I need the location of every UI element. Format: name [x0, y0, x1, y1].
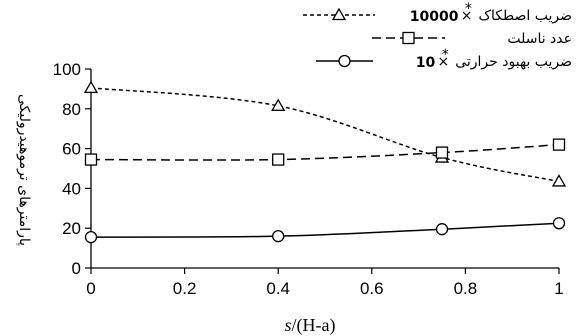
- x-axis-label-rest: /(H-a): [292, 315, 336, 336]
- legend-multiply-sign: ×: [437, 54, 449, 70]
- legend-star-mark: *: [442, 47, 449, 63]
- data-point-circle: [552, 217, 566, 230]
- y-tick-label: 40: [62, 179, 81, 198]
- legend-label-2: عدد ناسلت: [507, 31, 572, 47]
- x-tick-label: 0: [86, 279, 95, 298]
- data-point-triangle: [551, 174, 567, 187]
- y-tick-label: 20: [62, 219, 81, 238]
- data-point-square: [552, 138, 566, 151]
- x-tick-label: 0.6: [360, 279, 384, 298]
- data-point-triangle: [83, 80, 99, 94]
- legend-marker-square: [402, 31, 415, 45]
- series-layer: [83, 80, 567, 244]
- series-line-2: [90, 143, 560, 161]
- legend-multiply-sign: ×: [461, 8, 473, 24]
- y-axis-label: پارامترهای ترموهیدرولیکی: [16, 94, 32, 246]
- data-point-circle: [435, 223, 449, 236]
- data-point-square: [272, 153, 285, 166]
- series-line-1: [90, 87, 560, 183]
- y-tick-label: 0: [72, 259, 81, 278]
- legend-label-1: ضریب اصطکاک: [479, 8, 573, 24]
- data-point-triangle: [271, 98, 286, 111]
- legend-marker-triangle: [331, 7, 347, 21]
- data-point-circle: [272, 230, 285, 243]
- data-point-circle: [84, 231, 98, 244]
- y-tick-label: 60: [62, 140, 81, 159]
- legend-multiplier-value: 10: [416, 55, 436, 71]
- x-tick-label: 0.4: [266, 279, 290, 298]
- y-tick-label: 100: [53, 60, 81, 79]
- x-tick-label: 1: [554, 279, 563, 298]
- legend-label-3: ضریب بهبود حرارتی: [455, 54, 572, 70]
- data-point-square: [84, 153, 98, 166]
- legend-marker-circle: [338, 54, 351, 68]
- y-tick-label: 80: [62, 100, 81, 119]
- data-point-square: [435, 146, 449, 159]
- legend-star-mark: *: [465, 1, 472, 17]
- series-line-3: [90, 222, 560, 238]
- axes: 0 20 40 60 80 100 0 0.2 0.4 0.6 0.8 1: [53, 60, 564, 298]
- x-tick-label: 0.8: [454, 279, 478, 298]
- x-tick-label: 0.2: [173, 279, 197, 298]
- legend-multiplier-value: 10000: [410, 9, 459, 25]
- x-axis-label: s/(H-a): [285, 315, 336, 336]
- x-axis-label-italic: s: [285, 315, 292, 335]
